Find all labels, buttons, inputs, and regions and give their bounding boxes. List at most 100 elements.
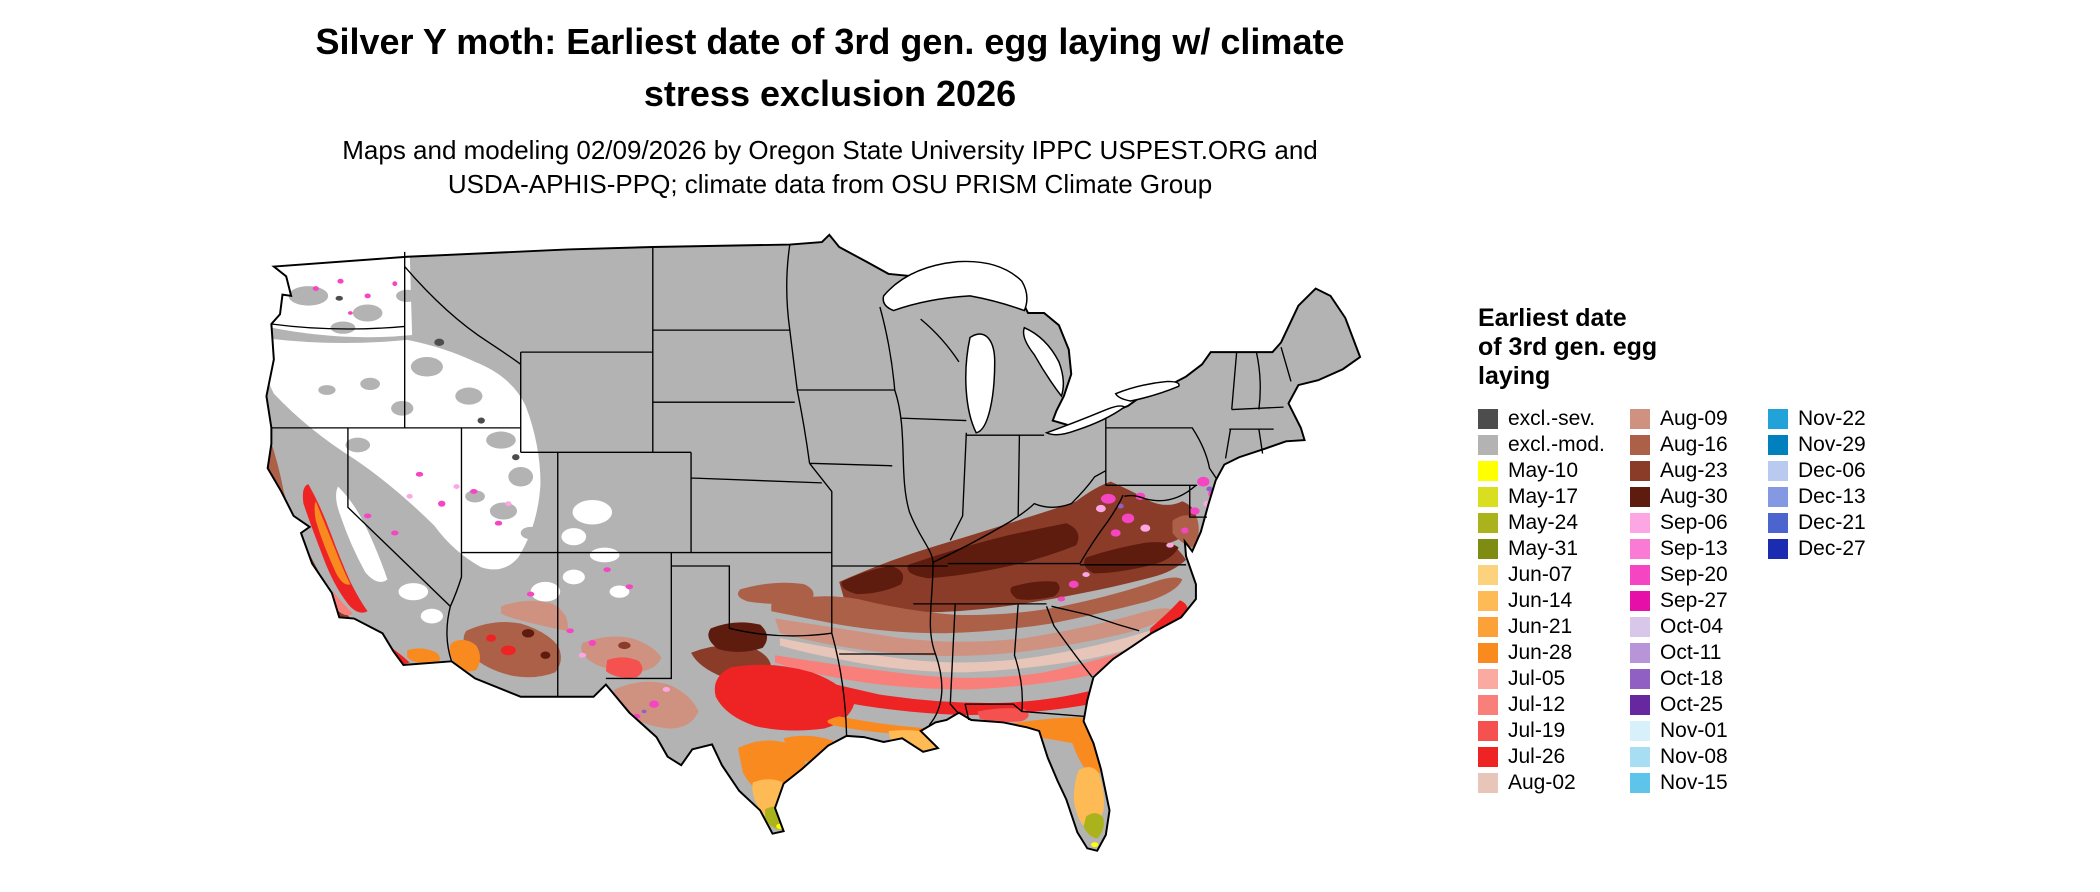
legend-item: Sep-27 — [1630, 588, 1768, 614]
legend-swatch — [1478, 669, 1498, 690]
legend-swatch — [1478, 721, 1498, 742]
region-aug16-band — [771, 577, 1183, 634]
lake-michigan — [965, 333, 996, 434]
legend-column-3: Nov-22 Nov-29 Dec-06 Dec-13 Dec-21 Dec-2… — [1768, 406, 1866, 562]
region-jul12-band — [775, 641, 1166, 690]
lake-erie — [1044, 405, 1126, 436]
legend-label: Nov-15 — [1660, 771, 1728, 795]
legend-swatch — [1478, 513, 1498, 534]
region-tx-dark — [708, 622, 768, 652]
region-tx-red — [714, 664, 854, 731]
legend-item: Jun-14 — [1478, 588, 1630, 614]
legend-swatch — [1478, 617, 1498, 638]
legend-item: Jun-28 — [1478, 640, 1630, 666]
legend-item: Jul-12 — [1478, 692, 1630, 718]
region-aug30-cores — [841, 523, 1179, 600]
legend-label: Sep-20 — [1660, 563, 1728, 587]
legend-label: May-24 — [1508, 511, 1579, 535]
legend-swatch — [1630, 565, 1650, 586]
region-aug02-band — [779, 630, 1166, 673]
page-subtitle-line2: USDA-APHIS-PPQ; climate data from OSU PR… — [447, 169, 1213, 200]
legend-item: Dec-13 — [1768, 484, 1866, 510]
legend-label: Aug-16 — [1660, 433, 1728, 457]
legend-column-1: excl.-sev. excl.-mod. May-10 May-17 May-… — [1478, 406, 1630, 796]
state-borders — [271, 244, 1292, 736]
legend-label: Sep-06 — [1660, 511, 1728, 535]
legend-title: Earliest date of 3rd gen. egg laying — [1478, 304, 1866, 390]
legend: Earliest date of 3rd gen. egg laying exc… — [1478, 304, 1866, 796]
legend-label: excl.-mod. — [1508, 433, 1605, 457]
region-socal-orange — [407, 648, 440, 665]
legend-label: Sep-13 — [1660, 537, 1728, 561]
legend-swatch — [1768, 513, 1788, 534]
legend-label: Jul-12 — [1508, 693, 1566, 717]
legend-swatch — [1630, 695, 1650, 716]
region-sep-magenta — [312, 278, 1267, 719]
legend-label: Jun-07 — [1508, 563, 1573, 587]
legend-label: excl.-sev. — [1508, 407, 1596, 431]
legend-swatch — [1630, 513, 1650, 534]
region-nm-tan — [581, 636, 662, 673]
legend-label: Aug-23 — [1660, 459, 1728, 483]
great-lakes — [882, 260, 1180, 436]
region-az-orange — [449, 639, 480, 672]
region-aug09-band — [775, 608, 1173, 656]
legend-swatch — [1478, 435, 1498, 456]
legend-item: Aug-30 — [1630, 484, 1768, 510]
legend-label: Nov-08 — [1660, 745, 1728, 769]
legend-swatch — [1478, 695, 1498, 716]
region-az-dark-spots — [521, 628, 551, 659]
legend-label: Nov-01 — [1660, 719, 1728, 743]
legend-swatch — [1478, 747, 1498, 768]
legend-label: Dec-13 — [1798, 485, 1866, 509]
legend-label: May-17 — [1508, 485, 1579, 509]
legend-label: Dec-06 — [1798, 459, 1866, 483]
legend-item: Oct-18 — [1630, 666, 1768, 692]
legend-label: Jun-14 — [1508, 589, 1573, 613]
region-sep-light-magenta — [406, 484, 1211, 692]
legend-label: Aug-30 — [1660, 485, 1728, 509]
legend-label: Nov-22 — [1798, 407, 1866, 431]
legend-swatch — [1478, 643, 1498, 664]
legend-item: Nov-22 — [1768, 406, 1866, 432]
legend-label: Oct-04 — [1660, 615, 1724, 639]
legend-item: Nov-29 — [1768, 432, 1866, 458]
legend-swatch — [1630, 435, 1650, 456]
legend-swatch — [1630, 487, 1650, 508]
legend-item: Jun-21 — [1478, 614, 1630, 640]
legend-title-line1: Earliest date — [1478, 304, 1627, 332]
lake-huron — [1022, 326, 1065, 398]
legend-item: Aug-02 — [1478, 770, 1630, 796]
legend-swatch — [1478, 773, 1498, 794]
legend-label: May-10 — [1508, 459, 1579, 483]
legend-label: Jul-26 — [1508, 745, 1566, 769]
legend-swatch — [1630, 669, 1650, 690]
legend-swatch — [1630, 617, 1650, 638]
legend-swatch — [1478, 539, 1498, 560]
legend-item: May-17 — [1478, 484, 1630, 510]
legend-swatch — [1478, 461, 1498, 482]
legend-item: Oct-04 — [1630, 614, 1768, 640]
us-map-svg — [265, 233, 1362, 852]
lake-superior — [882, 260, 1028, 312]
region-az-red-spots — [486, 634, 516, 656]
legend-label: Oct-18 — [1660, 667, 1724, 691]
legend-item: Jun-07 — [1478, 562, 1630, 588]
legend-item: Sep-06 — [1630, 510, 1768, 536]
legend-item: Nov-01 — [1630, 718, 1768, 744]
legend-swatch — [1478, 487, 1498, 508]
header: Silver Y moth: Earliest date of 3rd gen.… — [150, 16, 1510, 202]
legend-item: Dec-06 — [1768, 458, 1866, 484]
legend-item: excl.-mod. — [1478, 432, 1630, 458]
legend-label: Jul-19 — [1508, 719, 1566, 743]
region-nm-red — [605, 657, 643, 678]
region-fl-yellow-tip — [1091, 842, 1099, 848]
lake-ontario — [1114, 380, 1180, 402]
legend-label: May-31 — [1508, 537, 1579, 561]
legend-swatch — [1768, 487, 1788, 508]
region-az-tan — [500, 600, 568, 631]
region-fl-ltorange — [1073, 766, 1104, 829]
legend-label: Dec-27 — [1798, 537, 1866, 561]
legend-item: Oct-11 — [1630, 640, 1768, 666]
region-excluded-severe-specks — [335, 295, 520, 461]
